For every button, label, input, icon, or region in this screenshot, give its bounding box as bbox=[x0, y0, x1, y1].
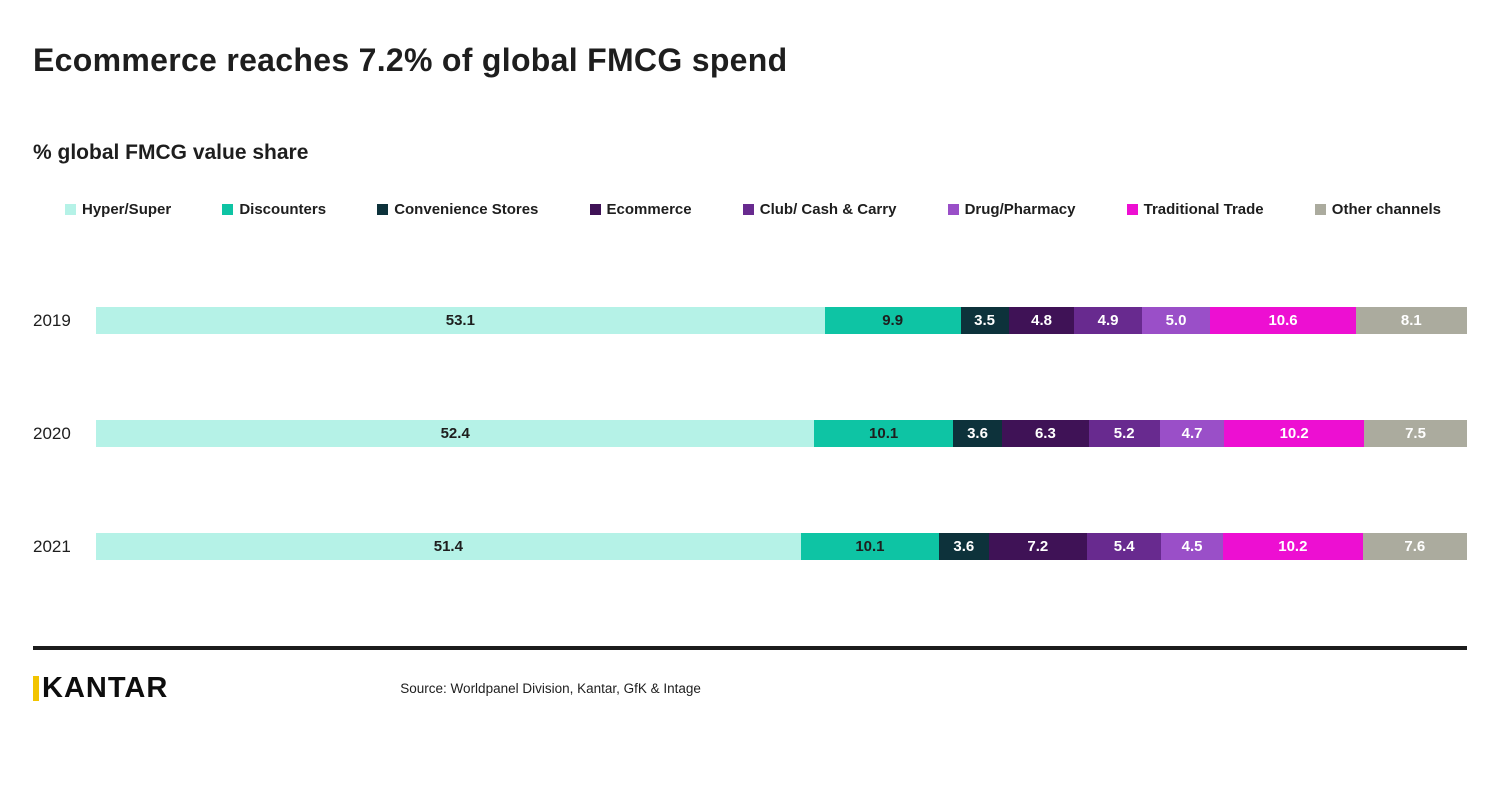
bar-segment: 3.5 bbox=[960, 307, 1009, 334]
stacked-bar-chart: 2019 53.1 9.9 3.5 4.8 4.9 5.0 10.6 8.1 2020 52.4 10… bbox=[33, 307, 1467, 560]
bar-segment: 6.3 bbox=[1002, 420, 1089, 447]
legend-item: Convenience Stores bbox=[377, 201, 538, 218]
logo-accent-bar bbox=[33, 676, 39, 701]
bar-segment: 3.6 bbox=[952, 420, 1003, 447]
legend-item: Traditional Trade bbox=[1126, 201, 1264, 218]
legend-label: Convenience Stores bbox=[394, 201, 539, 218]
chart-subtitle: % global FMCG value share bbox=[33, 141, 309, 164]
bar-segment: 53.1 bbox=[96, 307, 825, 334]
bar-segment: 7.2 bbox=[988, 533, 1088, 560]
bar-segment: 8.1 bbox=[1355, 307, 1467, 334]
page-title: Ecommerce reaches 7.2% of global FMCG sp… bbox=[33, 42, 788, 78]
bar-segment: 4.5 bbox=[1161, 533, 1223, 560]
legend-swatch bbox=[589, 204, 601, 215]
bar-segment: 5.2 bbox=[1088, 420, 1160, 447]
bar-segment: 4.9 bbox=[1074, 307, 1142, 334]
footer: KANTAR Source: Worldpanel Division, Kant… bbox=[33, 672, 1467, 705]
bar-segment: 4.8 bbox=[1008, 307, 1075, 334]
legend-swatch bbox=[742, 204, 754, 215]
legend-label: Drug/Pharmacy bbox=[964, 201, 1076, 218]
footer-divider bbox=[33, 646, 1467, 650]
legend-label: Traditional Trade bbox=[1143, 201, 1264, 218]
bar-segment: 5.0 bbox=[1141, 307, 1211, 334]
bar-segment: 4.7 bbox=[1159, 420, 1225, 447]
legend-swatch bbox=[1126, 204, 1138, 215]
legend-label: Club/ Cash & Carry bbox=[759, 201, 897, 218]
source-text: Source: Worldpanel Division, Kantar, GfK… bbox=[400, 681, 701, 696]
bar-segment: 3.6 bbox=[939, 533, 989, 560]
legend-label: Ecommerce bbox=[606, 201, 692, 218]
legend-item: Discounters bbox=[222, 201, 326, 218]
legend-item: Ecommerce bbox=[589, 201, 692, 218]
chart-row: 2019 53.1 9.9 3.5 4.8 4.9 5.0 10.6 8.1 bbox=[33, 307, 1467, 334]
legend-item: Drug/Pharmacy bbox=[947, 201, 1076, 218]
bar-segment: 7.6 bbox=[1362, 533, 1467, 560]
bar-track: 52.4 10.1 3.6 6.3 5.2 4.7 10.2 7.5 bbox=[96, 420, 1467, 447]
legend-swatch bbox=[222, 204, 234, 215]
legend-item: Club/ Cash & Carry bbox=[742, 201, 897, 218]
bar-segment: 10.6 bbox=[1210, 307, 1356, 334]
year-label: 2020 bbox=[33, 423, 71, 443]
legend-item: Hyper/Super bbox=[65, 201, 171, 218]
legend-swatch bbox=[947, 204, 959, 215]
kantar-logo: KANTAR bbox=[33, 672, 168, 705]
legend: Hyper/Super Discounters Convenience Stores… bbox=[33, 201, 1467, 218]
year-label: 2019 bbox=[33, 310, 71, 330]
legend-swatch bbox=[377, 204, 389, 215]
bar-track: 53.1 9.9 3.5 4.8 4.9 5.0 10.6 8.1 bbox=[96, 307, 1467, 334]
legend-item: Other channels bbox=[1314, 201, 1441, 218]
chart-row: 2021 51.4 10.1 3.6 7.2 5.4 4.5 10.2 7.6 bbox=[33, 533, 1467, 560]
legend-label: Other channels bbox=[1331, 201, 1441, 218]
bar-segment: 10.2 bbox=[1224, 420, 1365, 447]
legend-swatch bbox=[1314, 204, 1326, 215]
bar-segment: 10.2 bbox=[1222, 533, 1363, 560]
chart-row: 2020 52.4 10.1 3.6 6.3 5.2 4.7 10.2 7.5 bbox=[33, 420, 1467, 447]
logo-text: KANTAR bbox=[42, 672, 169, 704]
bar-track: 51.4 10.1 3.6 7.2 5.4 4.5 10.2 7.6 bbox=[96, 533, 1467, 560]
bar-segment: 9.9 bbox=[824, 307, 961, 334]
bar-segment: 51.4 bbox=[96, 533, 801, 560]
legend-swatch bbox=[65, 204, 76, 215]
bar-segment: 10.1 bbox=[814, 420, 953, 447]
bar-segment: 10.1 bbox=[800, 533, 940, 560]
bar-segment: 7.5 bbox=[1364, 420, 1467, 447]
bar-segment: 52.4 bbox=[96, 420, 815, 447]
legend-label: Hyper/Super bbox=[82, 201, 172, 218]
legend-label: Discounters bbox=[239, 201, 327, 218]
bar-segment: 5.4 bbox=[1087, 533, 1162, 560]
year-label: 2021 bbox=[33, 536, 71, 556]
